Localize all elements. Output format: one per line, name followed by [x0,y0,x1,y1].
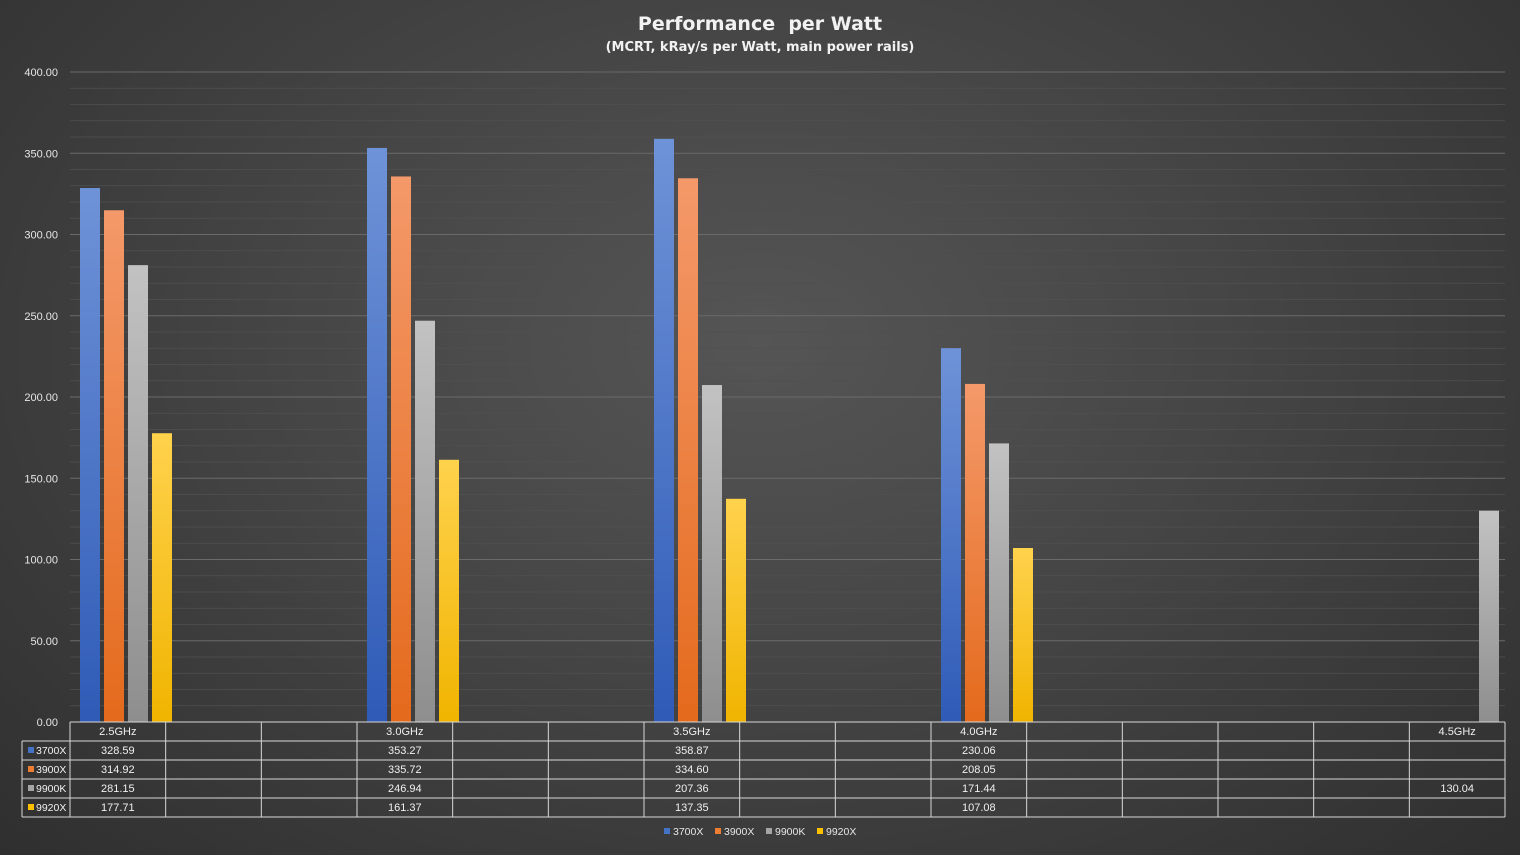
data-table: 2.5GHz 3.0GHz 3.5GHz 4.0GHz 4.5GHz 3700X 328.5… [21,721,1506,818]
bar-9920X-3.0GHz [439,459,459,722]
table-series-name: 9900K [36,783,66,795]
table-value-3900X: 314.92 [101,764,135,776]
legend-label: 3900X [724,826,754,838]
category-label: 4.0GHz [960,726,997,738]
table-value-3900X: 335.72 [388,764,422,776]
table-value-9900K: 207.36 [675,783,709,795]
y-tick-label: 150.00 [24,473,58,485]
category-label: 2.5GHz [99,726,136,738]
y-tick-label: 300.00 [24,230,58,242]
table-value-9900K: 171.44 [962,783,996,795]
category-label: 3.5GHz [673,726,710,738]
legend-key-9900K [766,828,772,834]
category-label: 3.0GHz [386,726,423,738]
bar-9900K-3.0GHz [415,320,435,722]
y-tick-label: 400.00 [24,67,58,79]
table-value-9920X: 161.37 [388,802,422,814]
bar-9920X-4.0GHz [1013,547,1033,722]
table-legend-key-3900X [28,766,34,772]
bar-3900X-2.5GHz [104,210,124,722]
y-tick-label: 0.00 [37,717,58,729]
table-value-9920X: 177.71 [101,802,135,814]
table-value-9900K: 246.94 [388,783,422,795]
table-value-3900X: 334.60 [675,764,709,776]
bar-9900K-4.0GHz [989,443,1009,722]
bar-9900K-2.5GHz [128,265,148,722]
table-series-name: 9920X [36,802,66,814]
table-value-9900K: 281.15 [101,783,135,795]
gridlines [70,71,1505,723]
y-axis-ticks: 0.00 50.00 100.00 150.00 200.00 250.00 300.00 3… [24,67,58,729]
y-tick-label: 50.00 [30,636,58,648]
bar-3700X-3.5GHz [654,138,674,722]
legend-label: 9920X [826,826,856,838]
bar-3700X-2.5GHz [80,188,100,722]
bar-9920X-2.5GHz [152,433,172,722]
y-tick-label: 250.00 [24,311,58,323]
table-value-3900X: 208.05 [962,764,996,776]
bar-3900X-4.0GHz [965,383,985,722]
bars [80,138,1499,722]
legend-key-9920X [817,828,823,834]
legend-key-3900X [715,828,721,834]
table-value-9920X: 137.35 [675,802,709,814]
bar-9900K-3.5GHz [702,385,722,722]
table-legend-key-9920X [28,804,34,810]
table-value-3700X: 358.87 [675,745,709,757]
chart-subtitle: (MCRT, kRay/s per Watt, main power rails… [606,40,915,55]
y-tick-label: 100.00 [24,555,58,567]
bar-3900X-3.5GHz [678,178,698,722]
table-legend-key-9900K [28,785,34,791]
legend-label: 9900K [775,826,805,838]
chart-title: Performance per Watt [638,13,882,35]
table-value-3700X: 328.59 [101,745,135,757]
category-label: 4.5GHz [1439,726,1476,738]
y-tick-label: 200.00 [24,392,58,404]
legend-key-3700X [664,828,670,834]
y-tick-label: 350.00 [24,148,58,160]
bar-3900X-3.0GHz [391,176,411,722]
bar-9900K-4.5GHz [1479,510,1499,722]
table-series-name: 3700X [36,745,66,757]
bar-9920X-3.5GHz [726,498,746,722]
table-legend-key-3700X [28,747,34,753]
table-series-name: 3900X [36,764,66,776]
table-value-9920X: 107.08 [962,802,996,814]
bar-3700X-3.0GHz [367,147,387,722]
legend-label: 3700X [673,826,703,838]
table-value-3700X: 230.06 [962,745,996,757]
bar-3700X-4.0GHz [941,348,961,722]
table-value-3700X: 353.27 [388,745,422,757]
table-value-9900K: 130.04 [1440,783,1474,795]
legend: 3700X 3900X 9900K 9920X [664,826,856,838]
